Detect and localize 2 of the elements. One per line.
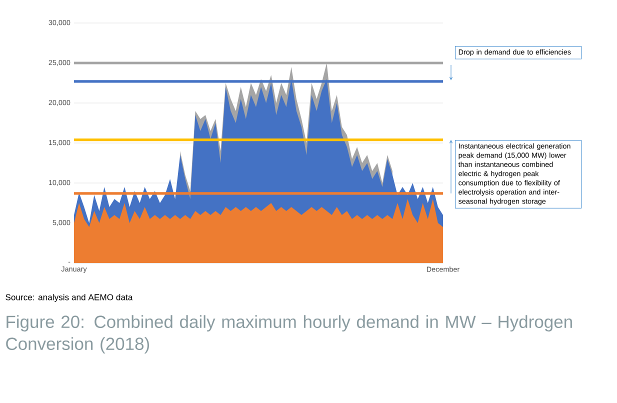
source-note: Source: analysis and AEMO data	[6, 294, 133, 302]
caption: Figure 20: Combined daily maximum hourly demand in MW – Hydrogen Conversion (2018)	[6, 315, 572, 354]
